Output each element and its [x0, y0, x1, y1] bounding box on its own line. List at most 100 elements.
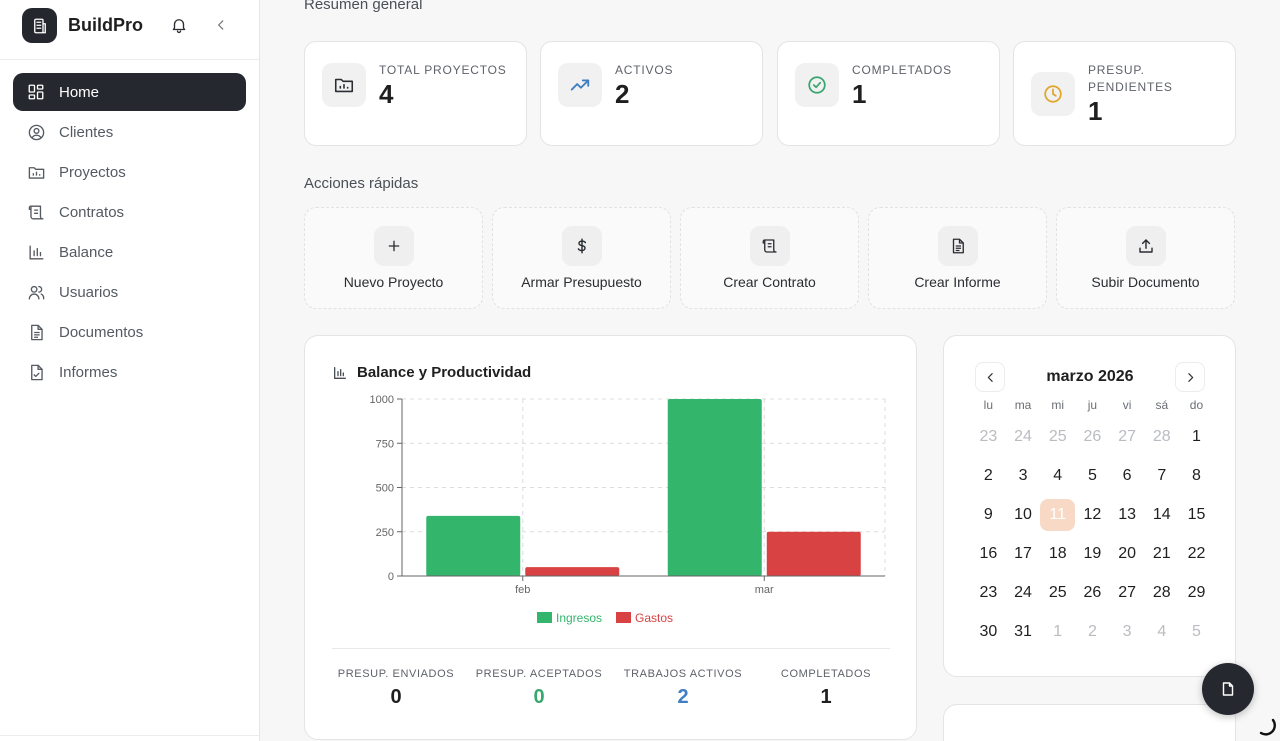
calendar-day[interactable]: 29: [1187, 584, 1206, 601]
calendar-day[interactable]: 9: [983, 506, 993, 523]
y-tick-label: 500: [376, 483, 394, 495]
bar-ingresos-mar[interactable]: [667, 399, 762, 576]
floating-document-button[interactable]: [1202, 663, 1254, 715]
sidebar-divider: [0, 735, 259, 736]
calendar-day[interactable]: 18: [1048, 545, 1067, 562]
calendar-day[interactable]: 31: [1014, 623, 1032, 640]
bar-gastos-mar[interactable]: [766, 531, 861, 576]
calendar-week-row: 23 24 25 26 27 28 1: [971, 421, 1214, 453]
calendar-weekday: ju: [1087, 398, 1098, 412]
sidebar-item-contratos[interactable]: Contratos: [13, 193, 246, 231]
calendar-weekday: vi: [1122, 398, 1132, 412]
calendar-day[interactable]: 2: [1087, 623, 1097, 640]
stat-value: 1: [852, 79, 867, 109]
calendar-day[interactable]: 30: [979, 623, 998, 640]
subir-documento-button[interactable]: Subir Documento: [1056, 207, 1235, 309]
calendar-day[interactable]: 27: [1118, 428, 1136, 445]
calendar-day[interactable]: 5: [1192, 623, 1201, 640]
sidebar: BuildPro Home Clientes Proyecto: [0, 0, 260, 741]
calendar-day[interactable]: 3: [1018, 467, 1028, 484]
folder-icon: [26, 162, 46, 182]
folder-icon: [322, 63, 366, 107]
calendar-day[interactable]: 26: [1083, 428, 1102, 445]
brand-header: BuildPro: [0, 0, 259, 60]
calendar-weekdays: lu ma mi ju vi sá do: [971, 398, 1214, 414]
sidebar-item-informes[interactable]: Informes: [13, 353, 246, 391]
bar-ingresos-feb[interactable]: [426, 515, 521, 576]
calendar-day[interactable]: 2: [983, 467, 993, 484]
sidebar-item-home[interactable]: Home: [13, 73, 246, 111]
calendar-day[interactable]: 26: [1083, 584, 1102, 601]
calendar-day[interactable]: 24: [1014, 428, 1032, 445]
calendar-day[interactable]: 23: [979, 584, 998, 601]
calendar-day[interactable]: 25: [1048, 584, 1067, 601]
calendar-day[interactable]: 20: [1118, 545, 1136, 562]
sidebar-item-usuarios[interactable]: Usuarios: [13, 273, 246, 311]
calendar-day[interactable]: 24: [1014, 584, 1032, 601]
calendar-day[interactable]: 7: [1157, 467, 1167, 484]
nuevo-proyecto-button[interactable]: Nuevo Proyecto: [304, 207, 483, 309]
bar-chart-icon: [332, 365, 348, 381]
sidebar-item-balance[interactable]: Balance: [13, 233, 246, 271]
building-icon[interactable]: [22, 8, 57, 43]
calendar-day[interactable]: 22: [1187, 545, 1206, 562]
scroll-icon: [750, 226, 790, 266]
calendar-day[interactable]: 4: [1157, 623, 1167, 640]
clock-icon: [1031, 72, 1075, 116]
summary-value: 1: [820, 686, 832, 708]
x-tick-label: feb: [515, 584, 530, 596]
calendar-day[interactable]: 27: [1118, 584, 1136, 601]
calendar-day[interactable]: 25: [1048, 428, 1067, 445]
calendar-week-row: 2 3 4 5 6 7 8: [971, 460, 1214, 492]
legend-label: Gastos: [635, 611, 673, 625]
upload-icon: [1126, 226, 1166, 266]
calendar-day[interactable]: 13: [1118, 506, 1136, 523]
calendar-day[interactable]: 15: [1187, 506, 1206, 523]
chevron-left-icon[interactable]: [211, 15, 231, 35]
calendar-day[interactable]: 1: [1192, 428, 1201, 445]
calendar-day[interactable]: 16: [979, 545, 998, 562]
calendar-day[interactable]: 21: [1152, 545, 1171, 562]
stat-card-presup-pendientes: PRESUP. PENDIENTES 1: [1013, 41, 1236, 146]
calendar-day-today[interactable]: 11: [1040, 499, 1076, 531]
chevron-left-icon: [987, 372, 993, 382]
calendar-day[interactable]: 10: [1014, 506, 1032, 523]
plus-icon: [374, 226, 414, 266]
calendar-week-row: 30 31 1 2 3 4 5: [971, 616, 1214, 648]
stat-label: PRESUP. PENDIENTES: [1088, 63, 1173, 94]
armar-presupuesto-button[interactable]: Armar Presupuesto: [492, 207, 671, 309]
calendar-day[interactable]: 6: [1122, 467, 1132, 484]
crear-informe-button[interactable]: Crear Informe: [868, 207, 1047, 309]
legend-label: Ingresos: [556, 611, 602, 625]
calendar-day[interactable]: 12: [1083, 506, 1102, 523]
stat-value: 4: [379, 79, 394, 109]
action-label: Armar Presupuesto: [521, 274, 642, 290]
crear-contrato-button[interactable]: Crear Contrato: [680, 207, 859, 309]
sidebar-item-label: Informes: [59, 363, 118, 381]
calendar-day[interactable]: 14: [1152, 506, 1171, 523]
summary-presup-aceptados: PRESUP. ACEPTADOS 0: [469, 668, 609, 709]
calendar-weekday: mi: [1051, 398, 1065, 412]
calendar-day[interactable]: 5: [1087, 467, 1097, 484]
calendar-day[interactable]: 8: [1192, 467, 1201, 484]
calendar-day[interactable]: 17: [1014, 545, 1032, 562]
sidebar-item-documentos[interactable]: Documentos: [13, 313, 246, 351]
calendar-day[interactable]: 28: [1152, 584, 1171, 601]
calendar-prev-button[interactable]: [975, 362, 1005, 392]
check-circle-icon: [795, 63, 839, 107]
sidebar-item-label: Clientes: [59, 123, 114, 141]
bell-icon[interactable]: [169, 15, 189, 35]
calendar-day[interactable]: 19: [1083, 545, 1102, 562]
y-tick-label: 250: [376, 527, 394, 539]
quick-actions-title: Acciones rápidas: [304, 175, 419, 192]
calendar-day[interactable]: 1: [1053, 623, 1063, 640]
bar-gastos-feb[interactable]: [525, 567, 620, 576]
calendar-next-button[interactable]: [1175, 362, 1205, 392]
sidebar-item-clientes[interactable]: Clientes: [13, 113, 246, 151]
calendar-day[interactable]: 23: [979, 428, 998, 445]
calendar-day[interactable]: 3: [1122, 623, 1132, 640]
calendar-day[interactable]: 4: [1053, 467, 1063, 484]
sidebar-item-proyectos[interactable]: Proyectos: [13, 153, 246, 191]
calendar-day[interactable]: 28: [1152, 428, 1171, 445]
sidebar-nav: Home Clientes Proyectos Contratos Balanc…: [13, 73, 246, 393]
